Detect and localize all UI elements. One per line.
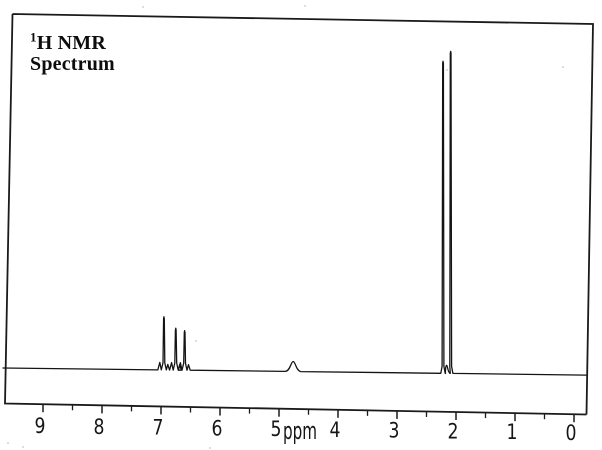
axis-tick-label: 2 — [448, 419, 459, 443]
axis-tick-label: 8 — [94, 415, 105, 439]
axis-tick-label: 1 — [507, 420, 518, 444]
scan-speckle — [7, 442, 9, 444]
figure-title-line2: Spectrum — [30, 53, 115, 75]
scan-speckle — [209, 447, 211, 449]
figure-title-line1-text: H NMR — [36, 32, 107, 54]
isotope-mass-superscript: 1 — [30, 29, 37, 45]
axis-tick-label: 7 — [153, 416, 164, 440]
figure-title: 1H NMR Spectrum — [30, 30, 115, 75]
scan-speckle — [446, 69, 448, 71]
figure-title-line1: 1H NMR — [30, 30, 115, 54]
axis-unit-label: ppm — [283, 417, 317, 445]
axis-tick-label: 0 — [566, 421, 577, 445]
axis-tick-label: 9 — [35, 414, 46, 438]
scan-speckle — [562, 66, 564, 68]
spectrum-trace — [2, 50, 587, 376]
axis-tick-label: 6 — [212, 416, 223, 440]
scan-speckle — [195, 340, 197, 342]
scan-speckle — [22, 446, 24, 448]
plot-frame — [4, 13, 594, 416]
scan-speckle — [142, 6, 144, 8]
axis-tick-label: 3 — [389, 419, 400, 443]
axis-tick-label: 5 — [271, 417, 282, 441]
scan-speckle — [304, 5, 306, 7]
axis-tick-label: 4 — [330, 418, 341, 442]
